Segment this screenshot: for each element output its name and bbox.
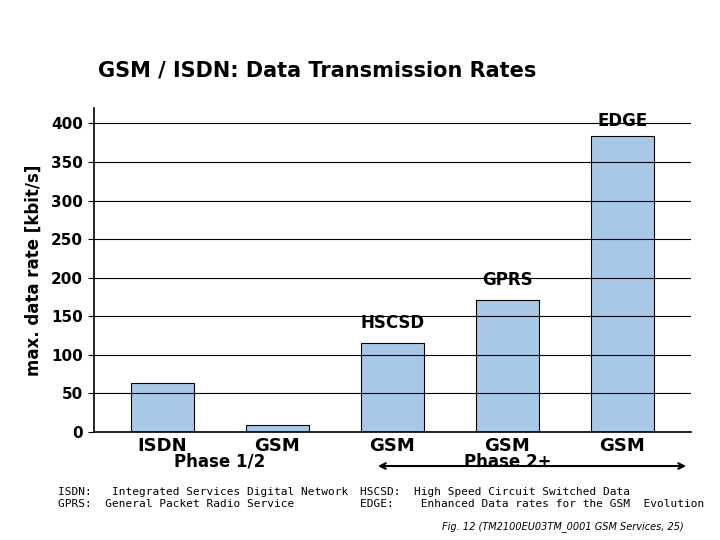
- Bar: [246, 424, 309, 432]
- Text: GPRS: GPRS: [482, 271, 533, 288]
- Bar: [131, 383, 194, 432]
- Text: Fig. 12 (TM2100EU03TM_0001 GSM Services, 25): Fig. 12 (TM2100EU03TM_0001 GSM Services,…: [442, 521, 684, 532]
- Text: HSCSD: HSCSD: [360, 314, 425, 332]
- Text: Phase 1/2: Phase 1/2: [174, 453, 266, 471]
- Bar: [361, 343, 424, 432]
- Bar: [476, 300, 539, 432]
- Y-axis label: max. data rate [kbit/s]: max. data rate [kbit/s]: [25, 164, 43, 376]
- Text: EDGE: EDGE: [597, 112, 647, 130]
- Text: Phase 2+: Phase 2+: [464, 453, 551, 471]
- Text: GSM / ISDN: Data Transmission Rates: GSM / ISDN: Data Transmission Rates: [98, 60, 536, 80]
- Text: ISDN:   Integrated Services Digital Network
GPRS:  General Packet Radio Service: ISDN: Integrated Services Digital Networ…: [58, 487, 348, 509]
- Bar: [590, 136, 654, 432]
- Text: HSCSD:  High Speed Circuit Switched Data
EDGE:    Enhanced Data rates for the GS: HSCSD: High Speed Circuit Switched Data …: [360, 487, 704, 509]
